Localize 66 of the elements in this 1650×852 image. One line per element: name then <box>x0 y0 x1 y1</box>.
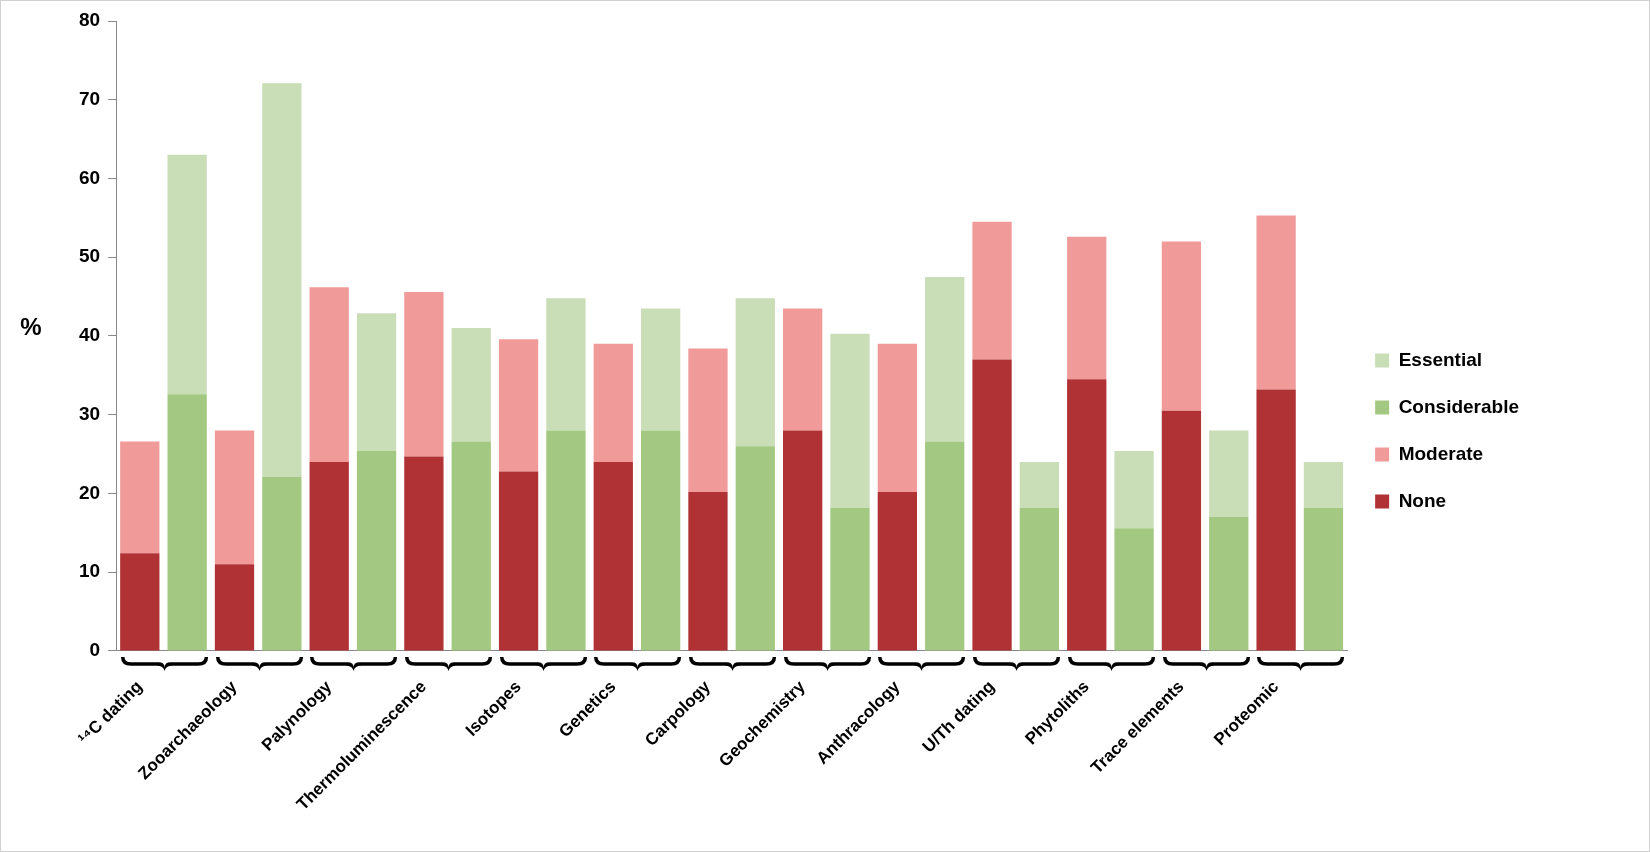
bar <box>1114 528 1154 651</box>
bar <box>546 430 586 651</box>
bar <box>925 441 965 651</box>
bar <box>688 491 728 651</box>
bar <box>214 564 255 651</box>
bar <box>120 553 160 651</box>
y-axis-title: % <box>20 312 42 340</box>
bar <box>167 394 207 651</box>
bar <box>1256 215 1296 390</box>
bar <box>1067 379 1107 651</box>
bar <box>356 313 397 451</box>
bar <box>498 339 539 472</box>
bar <box>593 461 633 651</box>
bar <box>1303 507 1344 651</box>
y-tick-label: 20 <box>78 481 101 503</box>
bar <box>640 430 681 651</box>
bar <box>1161 410 1202 651</box>
y-tick-label: 50 <box>78 245 101 267</box>
bar <box>1209 517 1249 651</box>
bar <box>309 461 349 651</box>
bar <box>120 441 160 554</box>
legend-label: Considerable <box>1398 395 1520 417</box>
bar <box>546 298 586 431</box>
bar <box>451 328 491 442</box>
y-tick-label: 70 <box>78 87 101 109</box>
bar <box>356 450 397 651</box>
bar <box>1303 461 1344 508</box>
bar <box>404 456 444 651</box>
y-tick-label: 0 <box>89 639 101 661</box>
bar <box>214 430 255 565</box>
bar <box>1161 241 1202 411</box>
bar <box>309 287 349 462</box>
bar <box>451 441 491 651</box>
y-tick-label: 40 <box>78 324 101 346</box>
legend-label: Moderate <box>1398 442 1484 464</box>
bar <box>498 471 539 651</box>
bar <box>404 291 444 457</box>
bar <box>972 359 1012 651</box>
bar <box>593 343 633 462</box>
bar <box>877 491 917 651</box>
bar <box>262 476 302 651</box>
bar <box>830 333 870 508</box>
y-tick-label: 30 <box>78 402 101 424</box>
bar <box>830 507 870 651</box>
bar <box>735 446 775 651</box>
y-tick-label: 80 <box>78 9 101 31</box>
bar <box>1019 507 1060 651</box>
bar <box>735 298 775 447</box>
bar <box>972 221 1012 360</box>
y-tick-label: 10 <box>78 560 101 582</box>
bar <box>167 154 207 395</box>
bar <box>877 343 917 492</box>
bar <box>783 308 823 431</box>
legend-label: Essential <box>1398 348 1483 370</box>
bar <box>1114 450 1154 529</box>
bar <box>262 83 302 477</box>
bar <box>925 276 965 442</box>
legend-label: None <box>1398 489 1447 511</box>
bar <box>1209 430 1249 518</box>
bar <box>1019 461 1060 508</box>
bar <box>640 308 681 431</box>
bar <box>1067 236 1107 380</box>
y-tick-label: 60 <box>78 166 101 188</box>
bar <box>1256 389 1296 651</box>
bar <box>783 430 823 651</box>
bar <box>688 348 728 492</box>
